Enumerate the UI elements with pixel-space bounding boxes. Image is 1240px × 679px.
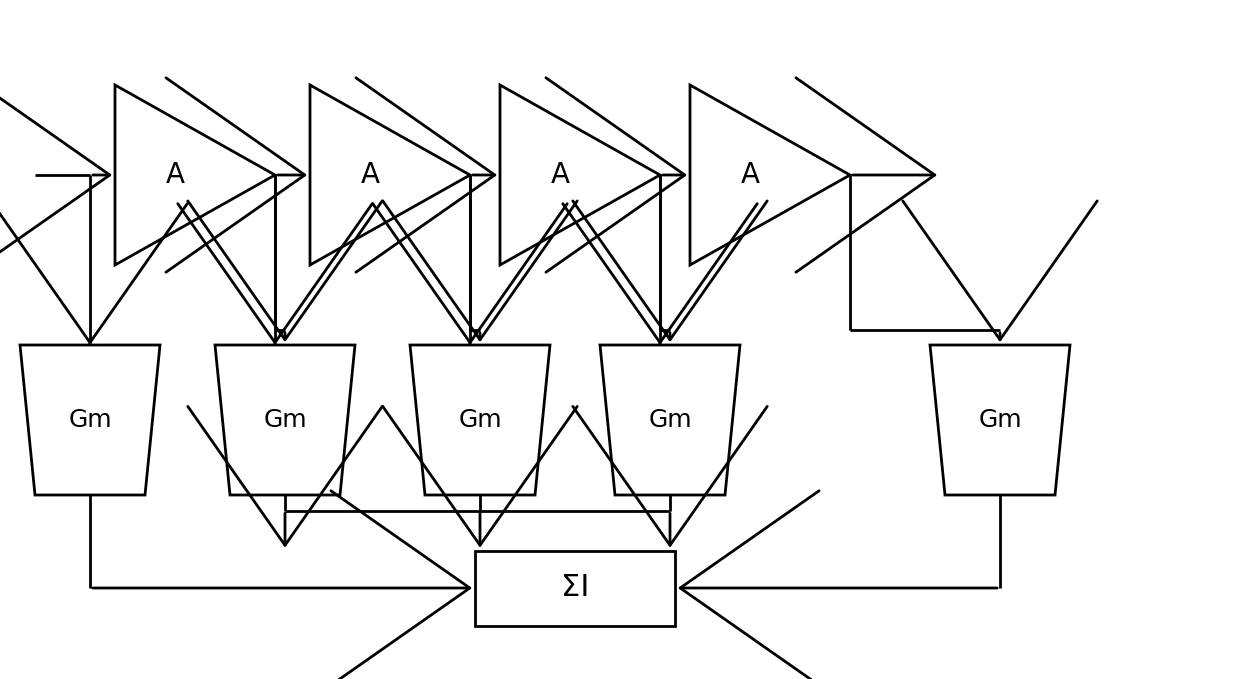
Text: Gm: Gm bbox=[459, 408, 502, 432]
Text: Gm: Gm bbox=[263, 408, 306, 432]
Text: A: A bbox=[361, 161, 379, 189]
Text: A: A bbox=[165, 161, 185, 189]
Text: Gm: Gm bbox=[649, 408, 692, 432]
Text: A: A bbox=[551, 161, 569, 189]
Bar bbox=[475, 551, 675, 625]
Text: Gm: Gm bbox=[978, 408, 1022, 432]
Text: Gm: Gm bbox=[68, 408, 112, 432]
Text: ΣI: ΣI bbox=[560, 574, 589, 602]
Text: A: A bbox=[740, 161, 759, 189]
